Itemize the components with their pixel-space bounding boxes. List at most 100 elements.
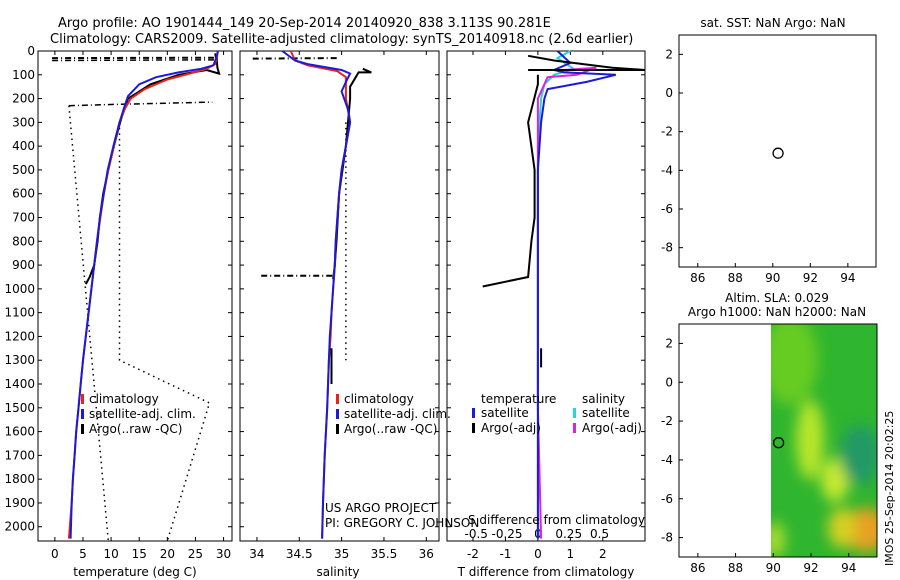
x-tick-label: 1 <box>567 547 575 561</box>
x-tick-label: 15 <box>132 547 147 561</box>
map-x-tick-label: 92 <box>803 561 818 575</box>
diff-t-argo-top <box>527 54 646 71</box>
salinity-panel: 34 34.5 35 35.5 36 salinity climatology sate… <box>239 50 479 579</box>
sst-map-title: sat. SST: NaN Argo: NaN <box>700 16 845 30</box>
map-x-tick-label: 94 <box>840 271 855 285</box>
x-tick-label: 30 <box>216 547 231 561</box>
float-position-marker <box>772 147 784 159</box>
depth-tick-label: 1000 <box>4 282 35 296</box>
salinity-legend: climatology satellite-adj. clim. Argo(..… <box>336 392 451 436</box>
x-tick-label: -2 <box>467 547 479 561</box>
x-tick-label: 34.5 <box>286 547 313 561</box>
map-y-tick-label: 0 <box>665 86 673 100</box>
depth-tick-label: 1800 <box>4 472 35 486</box>
map-y-tick-label: -4 <box>661 453 673 467</box>
legend-diff-temperature-title: temperature <box>481 392 556 406</box>
x-tick-label: 25 <box>188 547 203 561</box>
x-tick-label: 2 <box>599 547 607 561</box>
legend-sal-satellite: satellite-adj. clim. <box>344 407 451 421</box>
map-y-tick-label: 0 <box>665 375 673 389</box>
depth-tick-label: 500 <box>12 163 35 177</box>
salinity-xlabel: salinity <box>316 565 359 579</box>
x-tick-label: 36 <box>419 547 434 561</box>
x-tick-label: 35 <box>334 547 349 561</box>
sla-map-title1: Altim. SLA: 0.029 <box>725 291 829 305</box>
legend-swatch-diff-t-sat <box>472 408 475 418</box>
diff-t-argo-line <box>482 74 539 288</box>
legend-temp-climatology: climatology <box>89 392 159 406</box>
salinity-climatology-line <box>289 50 352 539</box>
argo-raw-dotted-left <box>68 105 110 542</box>
depth-tick-label: 1500 <box>4 401 35 415</box>
x-tick-label: 0 <box>534 547 542 561</box>
depth-tick-label: 200 <box>12 92 35 106</box>
pi-label: PI: GREGORY C. JOHNSON <box>325 516 479 530</box>
depth-tick-label: 1400 <box>4 377 35 391</box>
legend-diff-salinity-title: salinity <box>582 392 625 406</box>
argo-raw-dotted-right <box>118 122 211 542</box>
legend-diff-t-satellite: satellite <box>481 406 529 420</box>
legend-swatch-climatology-s <box>336 394 339 404</box>
map-x-tick-label: 94 <box>841 561 856 575</box>
legend-swatch-satellite-s <box>336 409 339 419</box>
map-x-tick-label: 90 <box>766 561 781 575</box>
x-tick-label: -1 <box>499 547 511 561</box>
map-y-tick-label: -2 <box>661 125 673 139</box>
imos-timestamp: IMOS 25-Sep-2014 20:02:25 <box>883 411 896 566</box>
salinity-axes-frame <box>239 50 440 542</box>
legend-sal-argo: Argo(..raw -QC) <box>344 422 437 436</box>
map-x-tick-label: 86 <box>690 561 705 575</box>
depth-tick-label: 800 <box>12 234 35 248</box>
depth-tick-label: 300 <box>12 115 35 129</box>
float-position-marker <box>772 437 785 449</box>
depth-tick-label: 2000 <box>4 520 35 534</box>
legend-temp-satellite: satellite-adj. clim. <box>89 407 196 421</box>
legend-temp-argo: Argo(..raw -QC) <box>89 422 182 436</box>
depth-tick-label: 1200 <box>4 329 35 343</box>
salinity-argo-line <box>332 67 372 280</box>
temperature-panel: 0100200300400500600700800900100011001200… <box>4 44 233 579</box>
figure-title-line2: Climatology: CARS2009. Satellite-adjuste… <box>50 32 633 47</box>
legend-swatch-argo <box>81 424 84 434</box>
map-x-tick-label: 88 <box>728 561 743 575</box>
depth-tick-label: 1700 <box>4 448 35 462</box>
legend-diff-s-satellite: satellite <box>582 406 630 420</box>
map-x-tick-label: 92 <box>803 271 818 285</box>
map-y-tick-label: -8 <box>661 531 673 545</box>
depth-tick-label: 1100 <box>4 306 35 320</box>
x-tick-label: 5 <box>79 547 87 561</box>
map-y-tick-label: -8 <box>661 241 673 255</box>
diff-s-argo-line <box>536 66 597 539</box>
argo-raw-flagged-top2 <box>52 59 218 62</box>
map-y-tick-label: -4 <box>661 163 673 177</box>
sst-map-frame <box>678 34 877 268</box>
x-tick-label: 20 <box>160 547 175 561</box>
t-difference-xlabel: T difference from climatology <box>457 565 635 579</box>
diff-t-satellite-line <box>536 50 617 539</box>
temperature-satellite-line <box>69 50 219 539</box>
legend-sal-climatology: climatology <box>344 392 414 406</box>
map-y-tick-label: 2 <box>665 47 673 61</box>
argo-raw-flagged-top <box>52 56 219 61</box>
argo-raw-flagged-230 <box>68 101 213 107</box>
difference-axes-frame <box>446 50 646 542</box>
map-y-tick-label: -2 <box>661 414 673 428</box>
depth-tick-label: 1300 <box>4 353 35 367</box>
difference-panel: -2 -1 0 1 2-0.5 -0.25 0 0.25 0.5 S difference fr… <box>446 50 646 579</box>
map-y-tick-label: 2 <box>665 336 673 350</box>
legend-swatch-diff-s-argo <box>573 423 576 433</box>
map-x-tick-label: 88 <box>728 271 743 285</box>
temperature-legend: climatology satellite-adj. clim. Argo(..… <box>81 392 196 436</box>
s-difference-label: S difference from climatology <box>468 513 645 527</box>
x-tick-label: 34 <box>249 547 264 561</box>
depth-tick-label: 0 <box>27 44 35 58</box>
depth-tick-label: 600 <box>12 187 35 201</box>
map-y-tick-label: -6 <box>661 492 673 506</box>
temperature-xlabel: temperature (deg C) <box>73 565 196 579</box>
depth-tick-label: 900 <box>12 258 35 272</box>
sla-map-panel: Altim. SLA: 0.029 Argo h1000: NaN h2000:… <box>661 291 896 575</box>
legend-swatch-diff-s-sat <box>573 408 576 418</box>
difference-legend: temperature satellite Argo(-adj) salinit… <box>472 392 642 435</box>
x-tick-label: 0 <box>51 547 59 561</box>
